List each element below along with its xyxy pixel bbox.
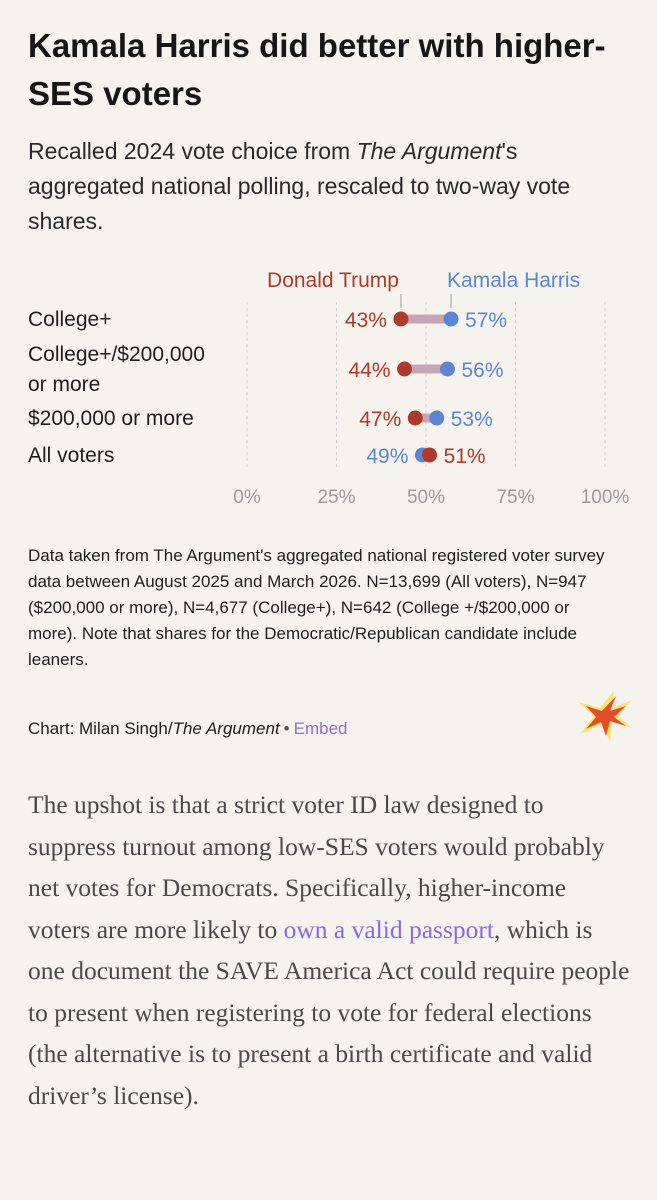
trump-value-label: 44% xyxy=(348,359,390,382)
legend-harris: Kamala Harris xyxy=(447,269,580,292)
trump-dot xyxy=(422,447,438,463)
harris-dot xyxy=(429,410,445,426)
chart-title: Kamala Harris did better with higher-SES… xyxy=(28,27,606,112)
starburst-logo-icon xyxy=(578,690,632,742)
harris-value-label: 49% xyxy=(366,445,408,468)
subtitle-text-after: 's aggregated national polling, rescaled… xyxy=(28,138,571,234)
harris-value-label: 53% xyxy=(451,408,493,431)
embed-link[interactable]: Embed xyxy=(293,719,348,738)
trump-value-label: 51% xyxy=(444,445,486,468)
chart-credit: Chart: Milan Singh/The Argument • Embed xyxy=(28,716,348,742)
article-text-after: , which is one document the SAVE America… xyxy=(28,914,630,1110)
trump-dot xyxy=(393,311,409,327)
article-text-before: The upshot is that a strict voter ID law… xyxy=(28,790,605,944)
x-tick-label: 50% xyxy=(407,487,445,508)
category-label: All voters xyxy=(28,444,114,467)
credit-author: Chart: Milan Singh/ xyxy=(28,719,173,738)
category-label: $200,000 or more xyxy=(28,407,194,430)
source-note: Data taken from The Argument's aggregate… xyxy=(28,546,605,669)
category-label: or more xyxy=(28,373,100,396)
harris-value-label: 56% xyxy=(461,359,503,382)
subtitle-text-before: Recalled 2024 vote choice from xyxy=(28,138,357,164)
credit-publication: The Argument xyxy=(172,719,280,738)
x-tick-label: 75% xyxy=(496,487,534,508)
harris-value-label: 57% xyxy=(465,309,507,332)
category-label: College+ xyxy=(28,308,111,331)
dumbbell-chart: 0% 25% 50% 75% 100% Donald Trump Kamala Harris… xyxy=(28,269,630,508)
passport-link[interactable]: own a valid passport xyxy=(283,914,494,944)
trump-dot xyxy=(397,361,413,377)
chart-subtitle: Recalled 2024 vote choice from The Argum… xyxy=(28,134,628,239)
harris-dot xyxy=(439,361,455,377)
trump-dot xyxy=(407,410,423,426)
x-tick-label: 100% xyxy=(581,487,630,508)
trump-value-label: 43% xyxy=(345,309,387,332)
article-paragraph: The upshot is that a strict voter ID law… xyxy=(28,784,633,1116)
subtitle-publication: The Argument xyxy=(356,138,502,164)
harris-dot xyxy=(443,311,459,327)
trump-value-label: 47% xyxy=(359,408,401,431)
x-tick-label: 0% xyxy=(233,487,261,508)
x-tick-label: 25% xyxy=(317,487,355,508)
legend-trump: Donald Trump xyxy=(267,269,399,292)
credit-separator: • xyxy=(283,719,290,738)
category-label: College+/$200,000 xyxy=(28,343,205,366)
